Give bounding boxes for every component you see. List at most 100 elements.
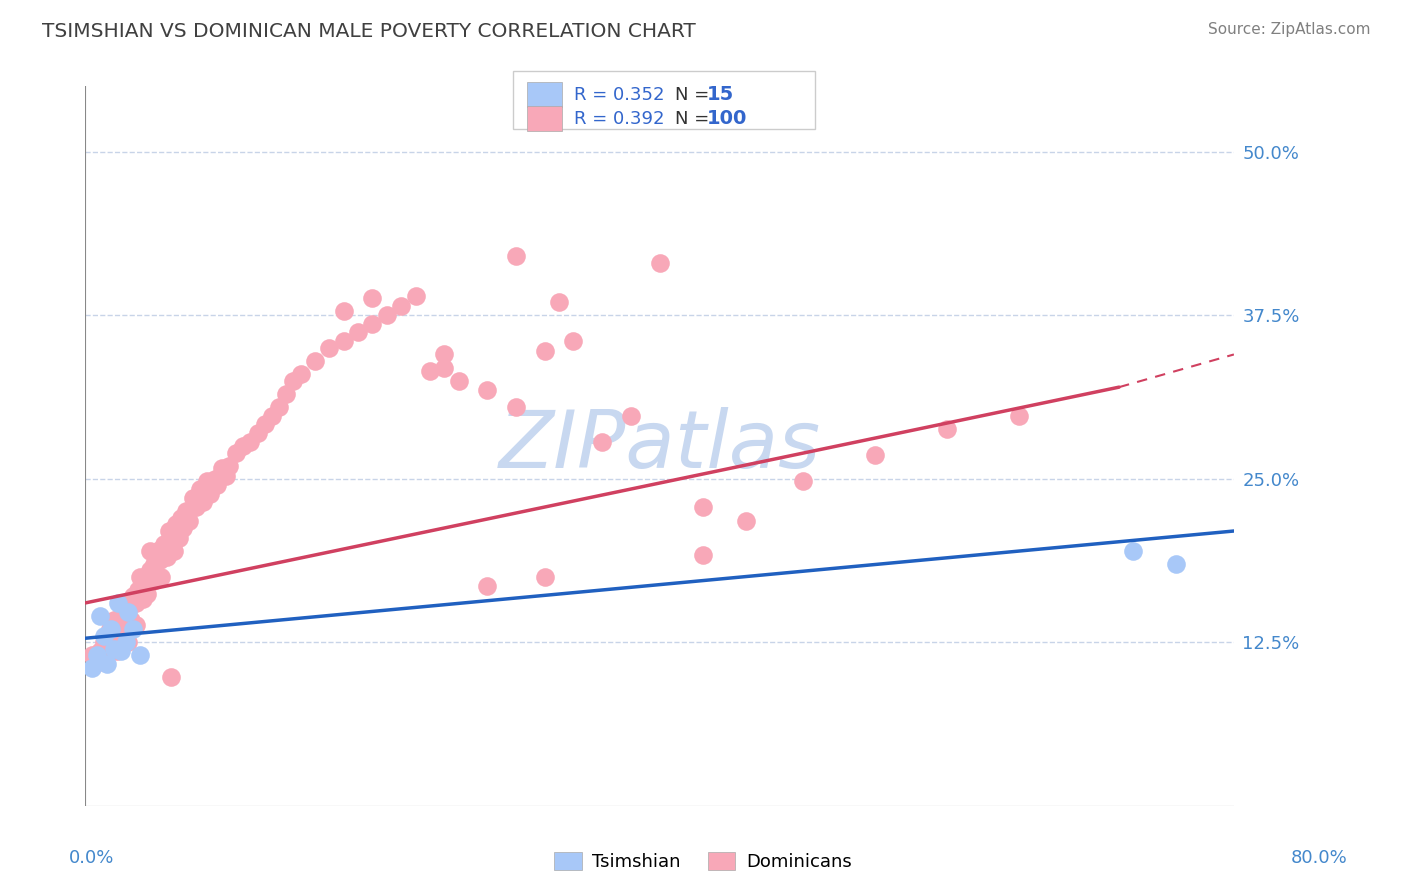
Text: R = 0.352: R = 0.352	[574, 86, 664, 103]
Point	[117, 605, 139, 619]
Point	[253, 417, 276, 431]
Point	[127, 582, 149, 597]
Point	[375, 308, 398, 322]
Point	[172, 521, 194, 535]
Point	[93, 635, 115, 649]
Text: R = 0.392: R = 0.392	[574, 110, 664, 128]
Point	[114, 635, 136, 649]
Point	[260, 409, 283, 423]
Point	[620, 409, 643, 423]
Point	[332, 334, 354, 349]
Point	[648, 256, 671, 270]
Point	[117, 596, 139, 610]
Point	[143, 557, 166, 571]
Point	[160, 531, 183, 545]
Point	[1166, 557, 1188, 571]
Point	[146, 543, 169, 558]
Point	[160, 671, 183, 685]
Point	[96, 657, 118, 672]
Point	[103, 613, 125, 627]
Point	[318, 341, 340, 355]
Point	[121, 622, 143, 636]
Point	[177, 514, 200, 528]
Point	[135, 570, 157, 584]
Point	[347, 325, 370, 339]
Point	[433, 347, 456, 361]
Point	[96, 632, 118, 646]
Point	[734, 514, 756, 528]
Point	[91, 652, 114, 666]
Text: 100: 100	[707, 110, 748, 128]
Point	[110, 635, 132, 649]
Point	[112, 626, 135, 640]
Point	[1007, 409, 1029, 423]
Point	[124, 596, 146, 610]
Point	[84, 657, 107, 672]
Point	[105, 644, 128, 658]
Text: N =: N =	[675, 110, 709, 128]
Point	[332, 304, 354, 318]
Point	[89, 644, 111, 658]
Text: Source: ZipAtlas.com: Source: ZipAtlas.com	[1208, 22, 1371, 37]
Legend: Tsimshian, Dominicans: Tsimshian, Dominicans	[547, 845, 859, 879]
Point	[191, 495, 214, 509]
Point	[361, 291, 384, 305]
Point	[157, 524, 180, 538]
Point	[505, 249, 527, 263]
Point	[156, 550, 179, 565]
Point	[232, 439, 254, 453]
Point	[225, 445, 247, 459]
Point	[207, 478, 229, 492]
Point	[477, 383, 499, 397]
Text: ZIPatlas: ZIPatlas	[499, 407, 821, 485]
Text: 15: 15	[707, 85, 734, 104]
Point	[149, 553, 172, 567]
Point	[195, 475, 218, 489]
Point	[419, 364, 441, 378]
Point	[165, 517, 187, 532]
Point	[132, 592, 155, 607]
Point	[110, 609, 132, 624]
Point	[1122, 543, 1144, 558]
Point	[128, 648, 150, 663]
Point	[389, 299, 412, 313]
Point	[692, 548, 714, 562]
Point	[692, 500, 714, 515]
Point	[174, 504, 197, 518]
Point	[167, 531, 190, 545]
Point	[215, 469, 238, 483]
Point	[863, 448, 886, 462]
Point	[505, 400, 527, 414]
Point	[117, 635, 139, 649]
Point	[283, 374, 305, 388]
Point	[100, 639, 122, 653]
Point	[290, 367, 312, 381]
Point	[170, 511, 193, 525]
Point	[433, 360, 456, 375]
Point	[447, 374, 470, 388]
Point	[246, 425, 269, 440]
Text: 80.0%: 80.0%	[1291, 849, 1347, 867]
Point	[114, 605, 136, 619]
Point	[100, 622, 122, 636]
Point	[276, 386, 298, 401]
Point	[150, 570, 173, 584]
Point	[89, 609, 111, 624]
Text: TSIMSHIAN VS DOMINICAN MALE POVERTY CORRELATION CHART: TSIMSHIAN VS DOMINICAN MALE POVERTY CORR…	[42, 22, 696, 41]
Point	[562, 334, 585, 349]
Point	[204, 472, 226, 486]
Point	[86, 648, 108, 663]
Text: 0.0%: 0.0%	[69, 849, 114, 867]
Point	[103, 629, 125, 643]
Point	[139, 543, 162, 558]
Point	[163, 543, 186, 558]
Point	[93, 629, 115, 643]
Point	[120, 613, 142, 627]
Point	[405, 288, 427, 302]
Point	[548, 295, 571, 310]
Point	[110, 644, 132, 658]
Point	[124, 618, 146, 632]
Point	[188, 482, 211, 496]
Point	[121, 590, 143, 604]
Point	[132, 579, 155, 593]
